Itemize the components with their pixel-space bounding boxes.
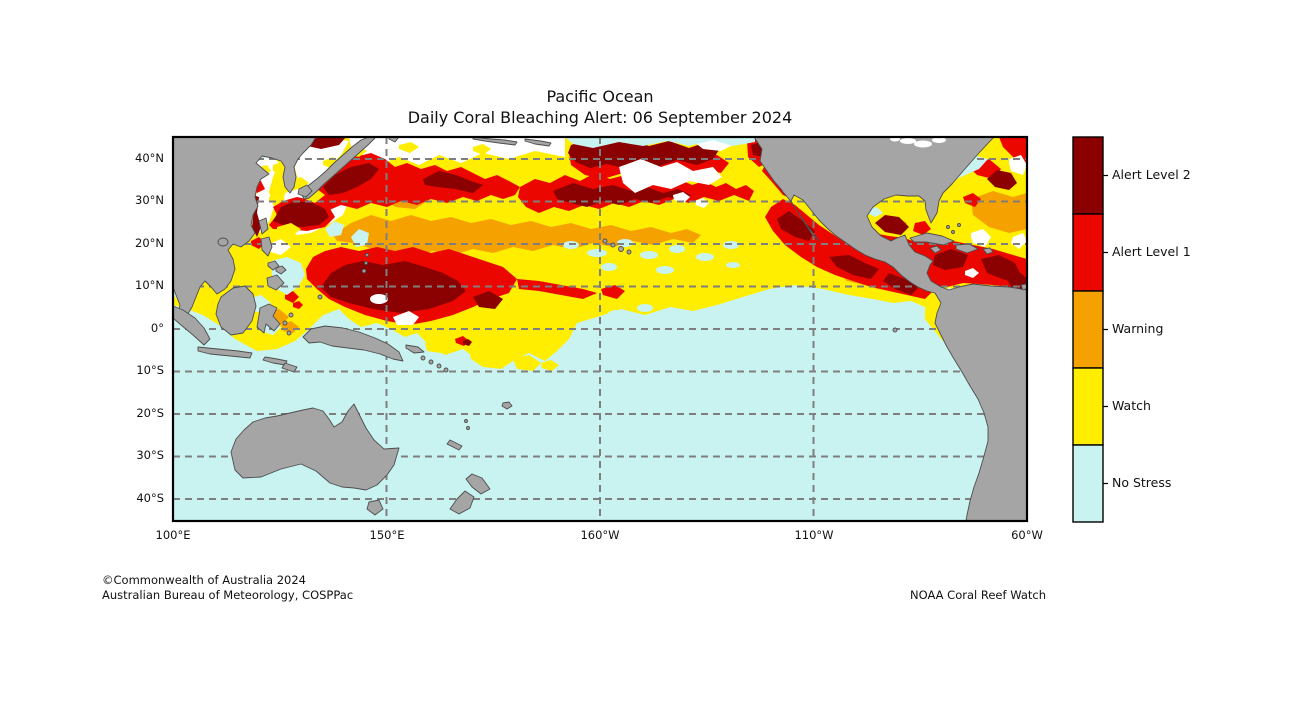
copyright-block: ©Commonwealth of Australia 2024 Australi… xyxy=(102,573,353,603)
legend-ticks xyxy=(1103,174,1108,485)
hispaniola xyxy=(955,243,979,254)
lat-tick-30s: 30°S xyxy=(136,448,164,462)
borneo xyxy=(215,285,257,336)
title-block: Pacific Ocean Daily Coral Bleaching Aler… xyxy=(173,86,1027,129)
agency-line: Australian Bureau of Meteorology, COSPPa… xyxy=(102,588,354,602)
tasmania xyxy=(366,499,384,516)
asia-mainland xyxy=(173,137,317,325)
nz-south-island xyxy=(449,490,475,515)
legend-label-warning: Warning xyxy=(1112,321,1164,336)
cuba xyxy=(909,232,955,246)
new-britain xyxy=(405,344,425,354)
legend-label-watch: Watch xyxy=(1112,398,1151,413)
kyushu xyxy=(297,184,313,198)
hawaii xyxy=(602,238,608,244)
lon-tick-100e: 100°E xyxy=(155,528,191,542)
map-subtitle: Daily Coral Bleaching Alert: 06 Septembe… xyxy=(407,108,793,127)
legend xyxy=(1071,135,1111,530)
java xyxy=(197,346,253,359)
lat-tick-20s: 20°S xyxy=(136,406,164,420)
lat-tick-40s: 40°S xyxy=(136,491,164,505)
jamaica xyxy=(929,245,942,254)
no-data-regions-holes xyxy=(370,139,1027,325)
galapagos xyxy=(892,327,898,333)
new-caledonia xyxy=(446,439,463,451)
great-lakes xyxy=(890,137,946,148)
trinidad xyxy=(1020,283,1027,291)
aleutians xyxy=(472,137,518,146)
fiji xyxy=(501,401,513,410)
australia xyxy=(230,403,400,491)
legend-swatch-no-stress xyxy=(1072,444,1104,523)
sulawesi xyxy=(256,303,281,334)
lon-tick-160w: 160°W xyxy=(580,528,620,542)
legend-swatch-alert1 xyxy=(1072,213,1104,292)
americas xyxy=(753,137,1027,521)
legend-swatch-alert2 xyxy=(1072,136,1104,215)
palau xyxy=(317,294,323,300)
legend-label-no-stress: No Stress xyxy=(1112,475,1172,490)
mindanao xyxy=(266,274,285,291)
nz-north-island xyxy=(465,473,491,495)
legend-swatch-watch xyxy=(1072,367,1104,446)
noaa-credit: NOAA Coral Reef Watch xyxy=(910,588,1046,602)
lat-tick-20n: 20°N xyxy=(135,236,164,250)
legend-label-alert2: Alert Level 2 xyxy=(1112,167,1191,182)
taiwan xyxy=(258,217,269,235)
lon-tick-60w: 60°W xyxy=(1011,528,1043,542)
lon-tick-150e: 150°E xyxy=(369,528,405,542)
puerto-rico xyxy=(982,247,994,255)
legend-colorbar xyxy=(1072,136,1108,523)
legend-label-alert1: Alert Level 1 xyxy=(1112,244,1191,259)
bleaching-alert-map xyxy=(171,135,1029,523)
map-panel xyxy=(167,131,1033,531)
land-masses xyxy=(173,137,1027,521)
map-frame xyxy=(171,135,1029,523)
lon-tick-110w: 110°W xyxy=(794,528,834,542)
lat-tick-40n: 40°N xyxy=(135,151,164,165)
luzon xyxy=(260,236,273,257)
hainan xyxy=(217,237,229,247)
lat-tick-30n: 30°N xyxy=(135,193,164,207)
legend-swatch-warning xyxy=(1072,290,1104,369)
lat-tick-10n: 10°N xyxy=(135,278,164,292)
lat-tick-0: 0° xyxy=(150,321,164,335)
japan xyxy=(300,137,377,200)
copyright-line: ©Commonwealth of Australia 2024 xyxy=(102,573,307,587)
new-guinea xyxy=(302,325,404,362)
map-title: Pacific Ocean xyxy=(546,87,654,106)
sumatra xyxy=(173,305,211,346)
lat-tick-10s: 10°S xyxy=(136,363,164,377)
